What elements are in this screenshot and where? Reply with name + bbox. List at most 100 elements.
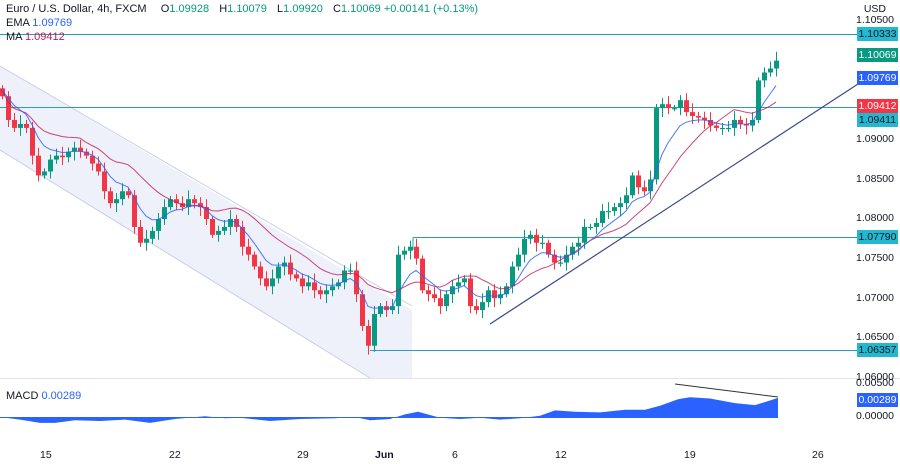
candle-up bbox=[564, 254, 569, 263]
candle-up bbox=[582, 226, 587, 243]
candle-down bbox=[0, 88, 5, 97]
candle-down bbox=[102, 171, 107, 192]
candle-up bbox=[450, 286, 455, 295]
candle-up bbox=[648, 179, 653, 192]
candle-down bbox=[690, 112, 695, 117]
candle-up bbox=[120, 191, 125, 200]
candle-up bbox=[156, 219, 161, 231]
candle-down bbox=[666, 104, 671, 109]
candle-up bbox=[498, 294, 503, 299]
high-value: 1.10079 bbox=[227, 3, 267, 15]
candle-up bbox=[372, 314, 377, 346]
macd-value: 0.00289 bbox=[41, 390, 82, 402]
time-tick: 15 bbox=[40, 449, 52, 461]
time-tick: Jun bbox=[375, 449, 394, 461]
candle-up bbox=[774, 60, 779, 69]
candle-up bbox=[756, 80, 761, 120]
candle-up bbox=[510, 266, 515, 287]
candle-down bbox=[492, 290, 497, 299]
candle-up bbox=[402, 250, 407, 255]
candle-up bbox=[486, 290, 491, 303]
candle-down bbox=[108, 191, 113, 204]
candle-down bbox=[360, 294, 365, 326]
candle-down bbox=[210, 219, 215, 235]
candle-up bbox=[144, 238, 149, 243]
price-tick: 1.06000 bbox=[856, 371, 894, 383]
candle-down bbox=[246, 246, 251, 255]
candle-up bbox=[654, 108, 659, 180]
candle-down bbox=[192, 199, 197, 204]
candle-down bbox=[60, 155, 65, 158]
low-label: L bbox=[277, 3, 284, 15]
candle-down bbox=[78, 147, 83, 152]
candle-up bbox=[576, 242, 581, 247]
candle-up bbox=[408, 246, 413, 251]
candle-up bbox=[660, 104, 665, 109]
price-tag: 1.10333 bbox=[857, 27, 898, 41]
candle-up bbox=[726, 127, 731, 130]
macd-divergence-line bbox=[674, 383, 779, 398]
candle-up bbox=[462, 278, 467, 283]
macd-legend[interactable]: MACD 0.00289 bbox=[6, 389, 81, 403]
change-value: +0.00141 (+0.13%) bbox=[383, 3, 479, 15]
candle-down bbox=[174, 199, 179, 204]
candle-up bbox=[444, 294, 449, 307]
candle-down bbox=[264, 278, 269, 287]
candle-down bbox=[702, 117, 707, 120]
macd-tick: 0.00500 bbox=[856, 377, 894, 389]
price-tick: 1.08000 bbox=[856, 212, 894, 224]
price-tag: 1.10069 bbox=[857, 48, 898, 62]
candle-up bbox=[150, 230, 155, 239]
candle-up bbox=[480, 302, 485, 311]
candle-down bbox=[738, 120, 743, 124]
price-tick: 1.07500 bbox=[856, 252, 894, 264]
candle-down bbox=[30, 127, 35, 156]
candle-up bbox=[600, 211, 605, 223]
price-tag: 1.09411 bbox=[857, 113, 898, 127]
candle-down bbox=[198, 203, 203, 208]
time-tick: 6 bbox=[452, 449, 458, 461]
ma-label: MA bbox=[6, 31, 22, 43]
candle-down bbox=[552, 254, 557, 263]
candle-up bbox=[522, 238, 527, 255]
ema-label: EMA bbox=[6, 17, 30, 29]
candle-up bbox=[18, 123, 23, 128]
candle-up bbox=[618, 203, 623, 208]
candle-up bbox=[390, 306, 395, 311]
candle-down bbox=[420, 258, 425, 291]
candle-down bbox=[714, 125, 719, 128]
candle-down bbox=[138, 226, 143, 243]
ema-legend[interactable]: EMA 1.09769 bbox=[6, 16, 72, 30]
ma-legend[interactable]: MA 1.09412 bbox=[6, 30, 65, 44]
time-tick: 29 bbox=[297, 449, 309, 461]
candle-down bbox=[636, 175, 641, 188]
time-tick: 22 bbox=[169, 449, 181, 461]
candle-up bbox=[162, 207, 167, 219]
candle-down bbox=[240, 226, 245, 247]
candle-up bbox=[768, 68, 773, 73]
candle-up bbox=[570, 246, 575, 255]
price-tick: 1.06500 bbox=[856, 331, 894, 343]
high-label: H bbox=[219, 3, 228, 15]
macd-label: MACD bbox=[6, 390, 39, 402]
candle-down bbox=[546, 242, 551, 255]
candle-up bbox=[216, 230, 221, 235]
price-tag: 1.09412 bbox=[857, 99, 898, 113]
candle-down bbox=[132, 195, 137, 227]
candle-up bbox=[306, 282, 311, 287]
time-tick: 12 bbox=[555, 449, 567, 461]
candle-down bbox=[24, 123, 29, 128]
candle-down bbox=[318, 290, 323, 295]
close-label: C bbox=[333, 3, 341, 15]
price-tick: 1.09000 bbox=[856, 133, 894, 145]
low-value: 1.09920 bbox=[283, 3, 323, 15]
candle-down bbox=[84, 151, 89, 156]
candle-down bbox=[36, 155, 41, 176]
candle-up bbox=[276, 266, 281, 279]
candle-down bbox=[252, 254, 257, 267]
close-value: 1.10069 bbox=[341, 3, 381, 15]
candle-down bbox=[642, 187, 647, 192]
price-tick: 1.07000 bbox=[856, 292, 894, 304]
